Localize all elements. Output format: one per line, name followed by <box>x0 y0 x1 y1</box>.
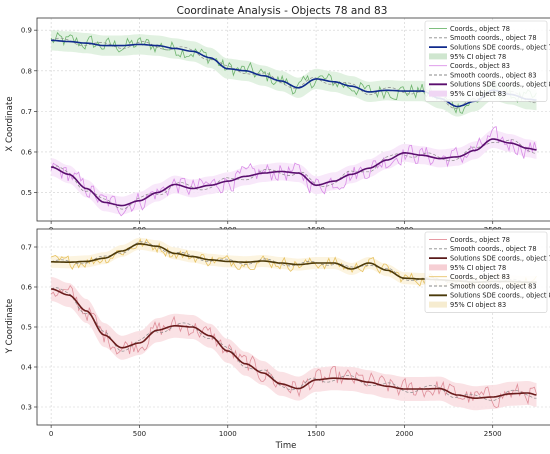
smooth-coords-line <box>50 139 537 210</box>
raw-coords-line <box>50 284 537 409</box>
y-tick-label: 0.9 <box>21 27 32 35</box>
smooth-coords-line <box>50 37 537 109</box>
y-tick-label: 0.5 <box>21 189 32 197</box>
axes-frame <box>36 17 550 222</box>
series-layer <box>50 30 537 217</box>
sde-solution-line <box>51 288 537 399</box>
series-layer <box>50 237 537 411</box>
x-tick-label: 1000 <box>219 430 237 438</box>
y-tick-label: 0.6 <box>21 284 33 292</box>
legend-label: Smooth coords., object 83 <box>450 282 537 290</box>
legend-label: 95% CI object 83 <box>450 90 506 98</box>
ci-band <box>51 237 537 289</box>
y-tick-label: 0.6 <box>21 148 33 156</box>
legend-label: Smooth coords., object 83 <box>450 71 537 79</box>
legend-swatch <box>429 53 447 60</box>
legend-box <box>424 20 548 102</box>
legend-label: Coords., object 78 <box>450 236 510 244</box>
series-object-78 <box>50 30 537 117</box>
chart-title: Coordinate Analysis - Objects 78 and 83 <box>177 5 388 17</box>
legend-swatch <box>429 301 447 308</box>
legend-label: Coords., object 83 <box>450 62 510 70</box>
y-tick-label: 0.5 <box>21 324 32 332</box>
legend-label: Coords., object 83 <box>450 273 510 281</box>
legend-label: Solutions SDE coords., object 83 <box>450 81 550 89</box>
raw-coords-line <box>50 126 537 217</box>
legend-label: 95% CI object 78 <box>450 264 506 272</box>
legend-label: Solutions SDE coords., object 83 <box>450 292 550 300</box>
series-object-83 <box>50 126 537 217</box>
legend-swatch <box>429 90 447 97</box>
x-tick-label: 2500 <box>484 430 502 438</box>
legend-swatch <box>429 264 447 271</box>
series-object-78 <box>50 277 537 411</box>
legend-label: Smooth coords., object 78 <box>450 245 537 253</box>
y-tick-label: 0.7 <box>21 108 32 116</box>
y-tick-label: 0.8 <box>21 67 32 75</box>
y-tick-label: 0.3 <box>21 404 32 412</box>
x-coordinate-panel: 050010001500200025000.50.60.70.80.9Coord… <box>21 17 550 234</box>
legend-label: 95% CI object 83 <box>450 301 506 309</box>
y-tick-label: 0.7 <box>21 244 32 252</box>
x-coordinate-axis-label: X Coordinate <box>5 96 15 151</box>
legend-box <box>424 231 548 313</box>
x-tick-label: 1500 <box>307 430 325 438</box>
x-tick-label: 500 <box>133 430 146 438</box>
legend-label: 95% CI object 78 <box>450 53 506 61</box>
legend-label: Solutions SDE coords., object 78 <box>450 255 550 263</box>
x-tick-label: 0 <box>49 430 53 438</box>
legend-label: Smooth coords., object 78 <box>450 34 537 42</box>
time-axis-label: Time <box>275 441 297 451</box>
sde-solution-line <box>50 138 537 207</box>
y-coordinate-panel: 0 500 1000 1500 2000 2500 0.3 0.4 0.5 0.6 0.7 Coord… <box>21 228 550 438</box>
legend-label: Coords., object 78 <box>450 25 510 33</box>
x-tick-label: 2000 <box>395 430 413 438</box>
raw-coords-line <box>50 31 537 114</box>
y-coordinate-axis-label: Y Coordinate <box>5 299 15 355</box>
y-tick-label: 0.4 <box>21 364 33 372</box>
sde-solution-line <box>51 39 537 108</box>
legend-label: Solutions SDE coords., object 78 <box>450 44 550 52</box>
